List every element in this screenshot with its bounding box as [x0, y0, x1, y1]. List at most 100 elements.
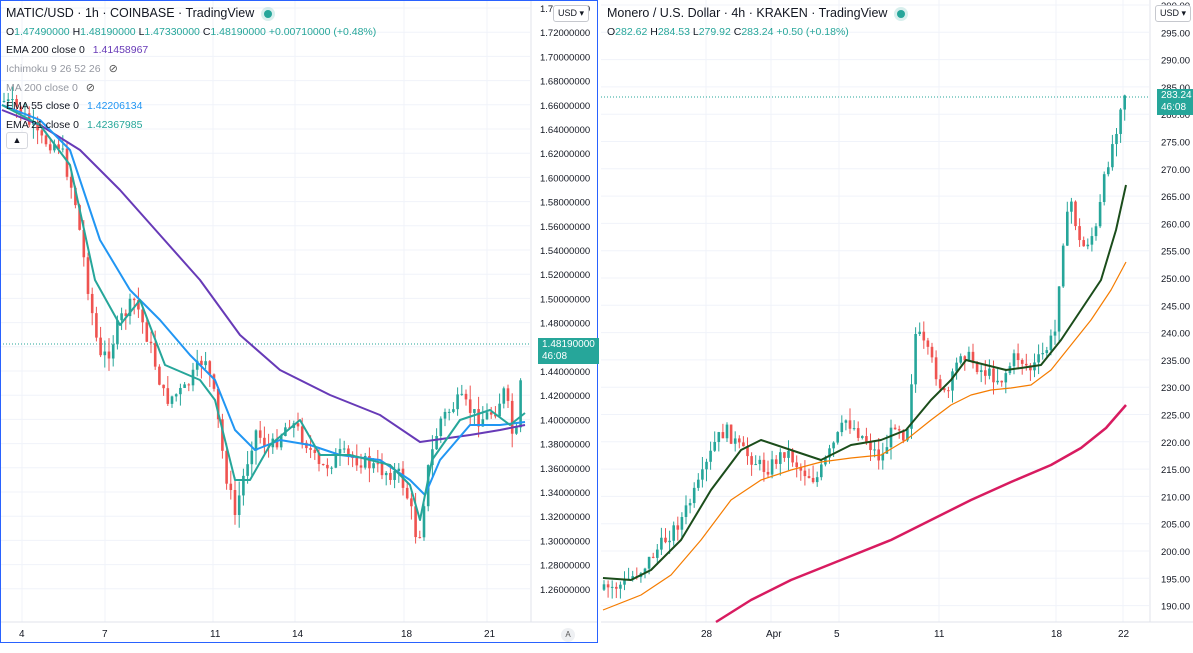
symbol-label[interactable]: Monero / U.S. Dollar [607, 6, 721, 20]
candle-body [918, 331, 921, 334]
candle-body [705, 461, 708, 470]
candle-body [717, 432, 721, 443]
candle-body [787, 450, 790, 458]
candle-body [510, 400, 514, 434]
candle-body [15, 99, 18, 107]
price-axis-label: 1.30000000 [540, 536, 590, 547]
candle-body [1016, 353, 1020, 361]
candle-body [725, 424, 729, 439]
candle-body [1066, 211, 1069, 246]
candle-body [1090, 236, 1094, 245]
candle-body [174, 394, 178, 397]
ema55-line [1, 104, 526, 496]
xmr-chart-canvas[interactable]: 300.00295.00290.00285.00280.00275.00270.… [601, 0, 1193, 653]
price-axis-label: 1.42000000 [540, 391, 590, 402]
price-axis-label: 275.00 [1161, 138, 1190, 149]
price-axis-label: 295.00 [1161, 28, 1190, 39]
price-axis-label: 235.00 [1161, 356, 1190, 367]
candle-body [1020, 360, 1024, 364]
matic-chart-canvas[interactable]: 1.740000001.720000001.700000001.68000000… [0, 0, 601, 653]
hidden-eye-icon[interactable]: ⊘ [108, 63, 118, 76]
candle-body [1102, 174, 1106, 202]
candle-body [988, 368, 991, 376]
candle-body [721, 432, 725, 439]
candle-body [951, 371, 954, 391]
candle-body [208, 361, 212, 375]
candle-body [246, 464, 249, 476]
indicator-ma200[interactable]: MA 200 close 0 ⊘ [6, 79, 376, 98]
candle-body [1078, 226, 1081, 241]
matic-title-row: MATIC/USD · 1h · COINBASE · TradingView [6, 4, 376, 23]
candle-body [36, 122, 39, 131]
candle-body [647, 556, 651, 569]
candle-body [124, 313, 128, 317]
time-axis-label: 14 [292, 629, 304, 640]
open-value: 1.47490000 [14, 25, 70, 38]
candle-body [1115, 133, 1118, 145]
price-axis-label: 285.00 [1161, 83, 1190, 94]
price-axis-label: 245.00 [1161, 301, 1190, 312]
currency-button[interactable]: USD ▾ [1155, 5, 1192, 22]
interval-label[interactable]: 1h [84, 6, 99, 20]
candle-body [803, 470, 807, 477]
time-axis-label: 4 [19, 629, 25, 640]
candle-body [1098, 201, 1102, 227]
price-axis-label: 1.68000000 [540, 77, 590, 88]
candle-body [384, 472, 388, 476]
candle-body [873, 449, 876, 451]
candle-body [170, 396, 174, 404]
candle-body [431, 449, 434, 466]
candle-body [468, 399, 472, 413]
candle-body [128, 298, 132, 317]
candle-body [44, 135, 48, 145]
price-axis-label: 1.26000000 [540, 585, 590, 596]
interval-label[interactable]: 4h [731, 6, 746, 20]
candle-body [848, 420, 852, 429]
price-axis-label: 220.00 [1161, 438, 1190, 449]
candle-body [90, 293, 94, 314]
candle-body [799, 467, 803, 471]
symbol-label[interactable]: MATIC/USD [6, 6, 74, 20]
time-axis-label: 11 [934, 629, 945, 640]
candle-body [95, 313, 98, 338]
candle-body [1045, 350, 1049, 354]
candle-body [11, 99, 14, 101]
auto-scale-button[interactable]: A [561, 628, 575, 642]
candle-body [1107, 167, 1110, 175]
candle-body [1070, 201, 1073, 212]
close-value: 283.24 [741, 25, 774, 38]
candle-body [1041, 353, 1044, 355]
close-value: 1.48190000 [210, 25, 266, 38]
indicator-ema200[interactable]: EMA 200 close 0 1.41458967 [6, 44, 149, 57]
candle-body [779, 452, 782, 464]
candle-body [758, 459, 762, 465]
candle-body [807, 476, 811, 478]
hidden-eye-icon[interactable]: ⊘ [85, 81, 96, 94]
candle-body [795, 462, 798, 468]
candle-body [405, 487, 409, 499]
indicator-ema55[interactable]: EMA 55 close 0 1.42206134 [6, 100, 143, 113]
candle-body [195, 360, 199, 370]
matic-chart-panel[interactable]: 1.740000001.720000001.700000001.68000000… [0, 0, 601, 653]
price-axis-label: 1.44000000 [540, 367, 590, 378]
candle-body [141, 309, 144, 323]
time-axis-label: 11 [210, 629, 221, 640]
collapse-legend-button[interactable]: ▲ [6, 132, 28, 149]
indicator-ichimoku[interactable]: Ichimoku 9 26 52 26 ⊘ [6, 60, 376, 79]
candle-body [610, 586, 614, 588]
candle-body [889, 427, 893, 448]
indicator-ema21[interactable]: EMA 21 close 0 1.42367985 [6, 119, 143, 132]
candle-body [1029, 365, 1032, 371]
candle-body [221, 419, 224, 451]
currency-button[interactable]: USD ▾ [553, 5, 590, 22]
price-axis-label: 270.00 [1161, 165, 1190, 176]
candle-body [1119, 109, 1122, 134]
xmr-chart-panel[interactable]: 300.00295.00290.00285.00280.00275.00270.… [601, 0, 1193, 653]
candle-body [869, 442, 872, 451]
candle-body [815, 477, 819, 483]
price-axis-label: 260.00 [1161, 219, 1190, 230]
candle-body [651, 556, 655, 558]
candle-body [137, 300, 140, 310]
candle-body [1094, 226, 1098, 237]
price-axis-label: 1.34000000 [540, 488, 590, 499]
